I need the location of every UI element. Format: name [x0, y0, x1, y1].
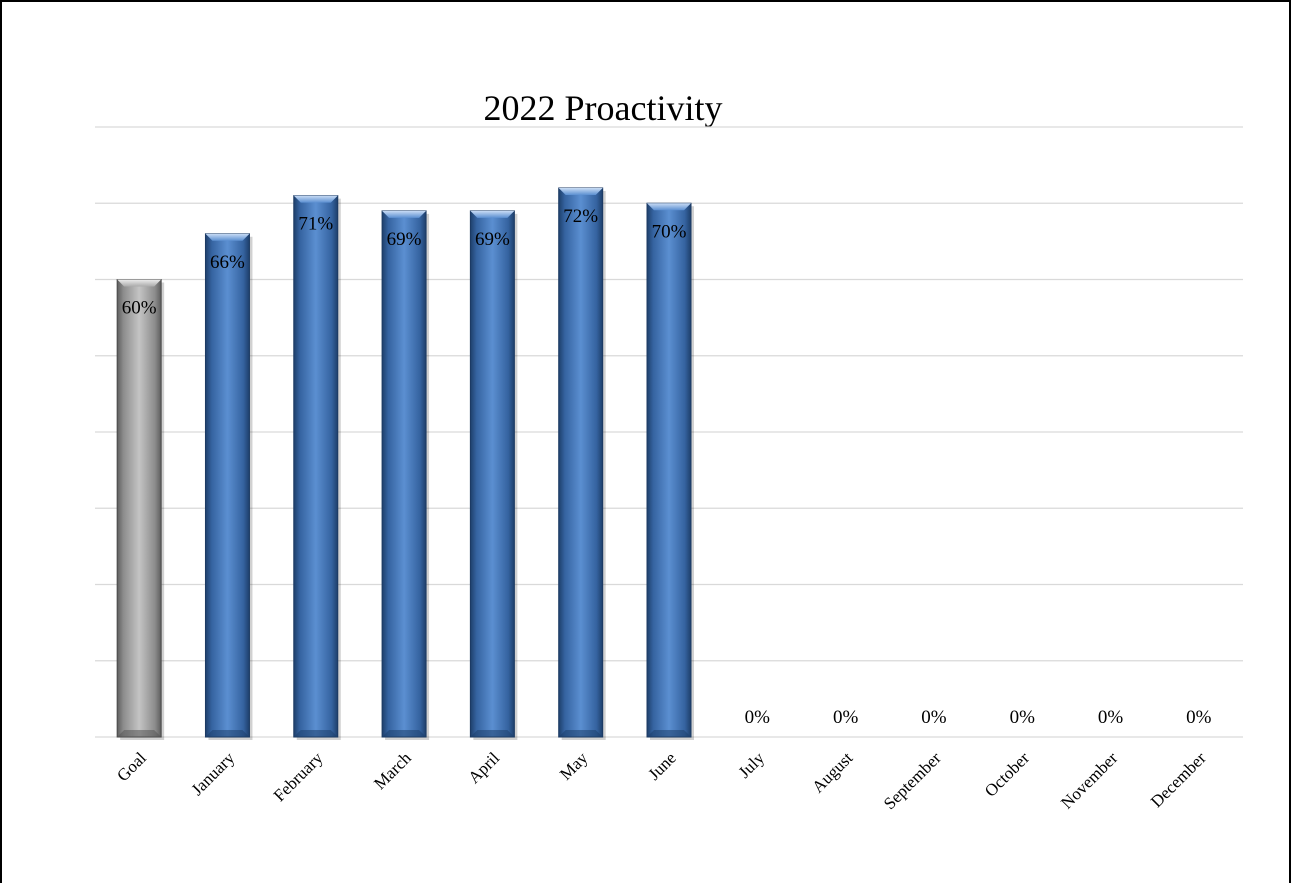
x-tick-label-september: September [880, 748, 945, 813]
data-label-july: 0% [745, 707, 771, 728]
bar-bevel-top [117, 279, 162, 287]
data-label-may: 72% [563, 206, 598, 227]
bar-bevel-top [293, 195, 338, 203]
bar-body [116, 279, 162, 738]
bar-bevel-bottom [382, 730, 427, 737]
bar-bevel-bottom [470, 730, 515, 737]
bar-bevel-top [558, 188, 603, 195]
x-tick-label-december: December [1147, 748, 1210, 811]
bar-goal [116, 279, 165, 740]
chart-title: 2022 Proactivity [484, 88, 723, 128]
data-label-april: 69% [475, 229, 510, 250]
data-label-march: 69% [387, 229, 422, 250]
x-tick-label-october: October [981, 748, 1033, 800]
bar-bevel-top [470, 210, 515, 218]
x-tick-label-june: June [644, 748, 679, 783]
x-tick-label-february: February [270, 748, 327, 805]
bar-bevel-bottom [293, 730, 338, 737]
data-label-goal: 60% [122, 298, 157, 319]
data-label-june: 70% [652, 221, 687, 242]
bar-january [204, 233, 253, 740]
x-axis-tick-labels: Goal January February March April May June July… [113, 748, 1210, 813]
bar-march [381, 210, 430, 740]
x-tick-label-november: November [1057, 748, 1121, 812]
data-label-august: 0% [833, 707, 859, 728]
x-tick-label-may: May [556, 748, 592, 784]
x-tick-label-january: January [187, 748, 238, 799]
data-label-september: 0% [921, 707, 947, 728]
bar-bevel-top [382, 210, 427, 218]
x-tick-label-july: July [735, 748, 769, 782]
bar-bevel-bottom [205, 730, 250, 737]
x-tick-label-march: March [370, 748, 415, 793]
data-labels: 60% 66% 71% 69% 69% 72% 70% 0% 0% 0% 0% 0% 0% [122, 206, 1212, 728]
bar-bevel-bottom [117, 730, 162, 737]
x-tick-label-goal: Goal [113, 748, 150, 785]
bar-april [469, 210, 518, 740]
data-label-february: 71% [298, 214, 333, 235]
bar-body [558, 187, 604, 738]
bar-february [293, 195, 341, 740]
data-label-december: 0% [1186, 707, 1212, 728]
bar-body [646, 202, 692, 738]
bar-may [558, 187, 606, 740]
data-label-november: 0% [1098, 707, 1124, 728]
bar-body [381, 210, 427, 738]
bars [116, 187, 694, 740]
bar-bevel-top [205, 233, 250, 241]
x-tick-label-august: August [808, 748, 856, 796]
bar-bevel-top [647, 203, 691, 211]
bar-body [469, 210, 515, 738]
bar-body [204, 233, 250, 738]
bar-bevel-bottom [647, 730, 691, 737]
x-tick-label-april: April [464, 748, 503, 787]
bar-june [646, 202, 694, 740]
data-label-october: 0% [1010, 707, 1036, 728]
bar-body [293, 195, 339, 738]
data-label-january: 66% [210, 252, 245, 273]
bar-bevel-bottom [558, 730, 603, 737]
